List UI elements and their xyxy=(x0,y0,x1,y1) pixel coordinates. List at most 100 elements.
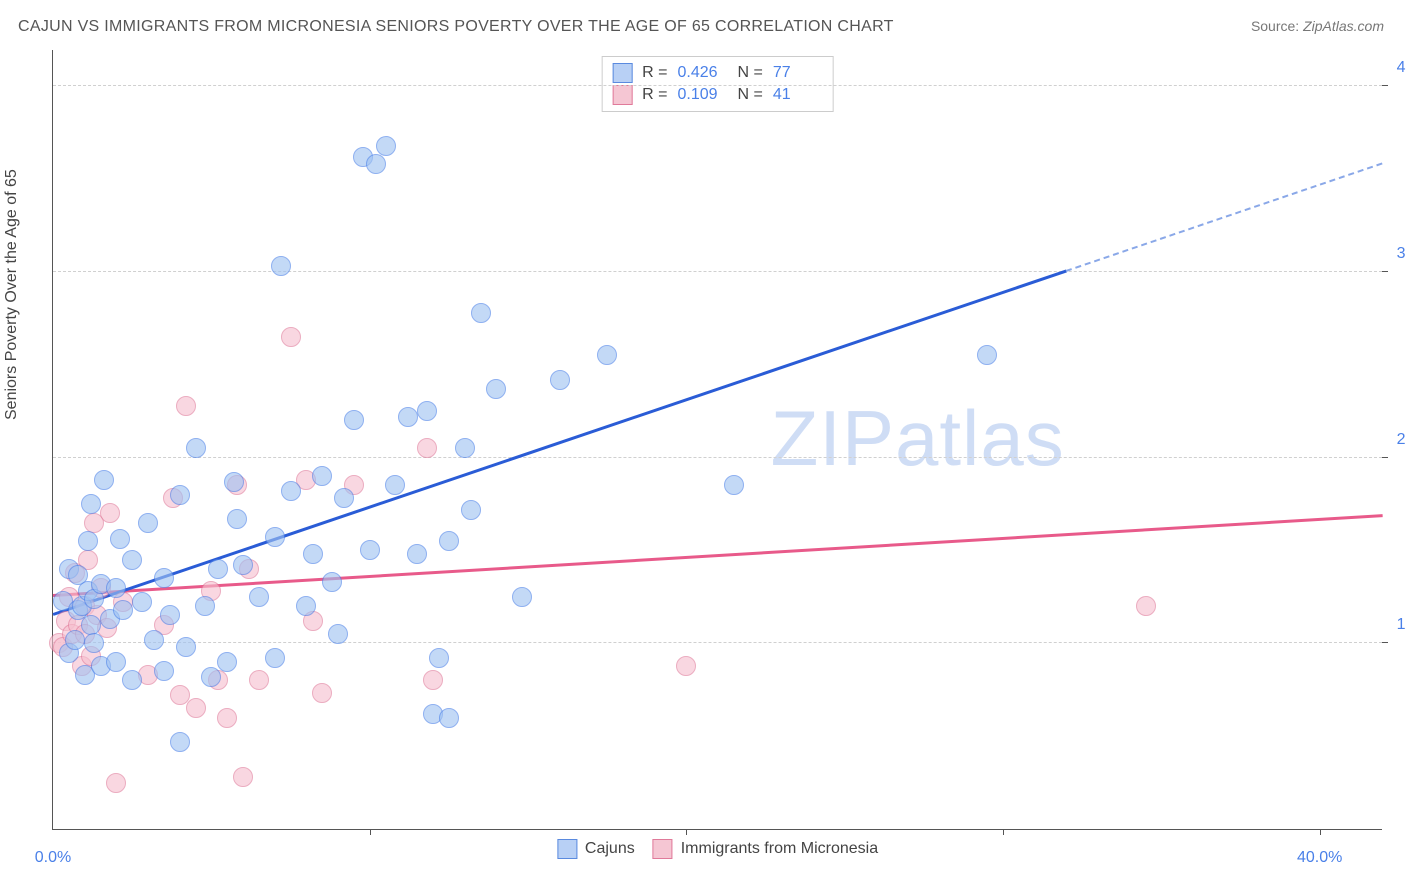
scatter-point xyxy=(265,648,285,668)
x-tick-mark xyxy=(370,829,371,835)
legend-label-pink: Immigrants from Micronesia xyxy=(681,840,878,858)
scatter-point xyxy=(65,630,85,650)
scatter-point xyxy=(271,256,291,276)
x-tick-mark xyxy=(1003,829,1004,835)
scatter-point xyxy=(154,661,174,681)
scatter-point xyxy=(170,732,190,752)
r-value-pink: 0.109 xyxy=(678,86,728,104)
watermark: ZIPatlas xyxy=(771,393,1065,484)
scatter-point xyxy=(312,466,332,486)
scatter-point xyxy=(176,396,196,416)
regression-extrapolation xyxy=(1066,162,1383,272)
scatter-point xyxy=(233,555,253,575)
scatter-point xyxy=(312,683,332,703)
legend-item-blue: Cajuns xyxy=(557,839,635,859)
scatter-point xyxy=(385,475,405,495)
scatter-point xyxy=(439,708,459,728)
y-tick-mark xyxy=(1382,642,1388,643)
scatter-point xyxy=(233,767,253,787)
scatter-point xyxy=(366,154,386,174)
gridline xyxy=(53,457,1382,458)
scatter-point xyxy=(100,503,120,523)
legend-row-blue: R = 0.426 N = 77 xyxy=(612,63,823,83)
scatter-point xyxy=(138,513,158,533)
scatter-point xyxy=(303,544,323,564)
scatter-point xyxy=(724,475,744,495)
n-label: N = xyxy=(738,86,763,104)
scatter-point xyxy=(78,531,98,551)
scatter-point xyxy=(471,303,491,323)
chart-container: CAJUN VS IMMIGRANTS FROM MICRONESIA SENI… xyxy=(0,0,1406,892)
scatter-point xyxy=(195,596,215,616)
r-label: R = xyxy=(642,86,667,104)
y-tick-label: 30.0% xyxy=(1387,245,1406,263)
scatter-point xyxy=(113,600,133,620)
gridline xyxy=(53,642,1382,643)
swatch-pink-icon xyxy=(612,85,632,105)
scatter-point xyxy=(84,633,104,653)
y-tick-mark xyxy=(1382,271,1388,272)
scatter-point xyxy=(597,345,617,365)
r-value-blue: 0.426 xyxy=(678,64,728,82)
x-tick-mark xyxy=(686,829,687,835)
source-label: Source: xyxy=(1251,18,1303,34)
scatter-point xyxy=(176,637,196,657)
scatter-point xyxy=(281,327,301,347)
scatter-point xyxy=(423,670,443,690)
regression-line xyxy=(53,515,1383,597)
scatter-point xyxy=(160,605,180,625)
scatter-point xyxy=(360,540,380,560)
y-tick-label: 10.0% xyxy=(1387,616,1406,634)
scatter-point xyxy=(249,670,269,690)
scatter-point xyxy=(407,544,427,564)
chart-title: CAJUN VS IMMIGRANTS FROM MICRONESIA SENI… xyxy=(18,18,894,36)
scatter-point xyxy=(208,559,228,579)
scatter-point xyxy=(81,615,101,635)
scatter-point xyxy=(265,527,285,547)
scatter-point xyxy=(344,410,364,430)
scatter-point xyxy=(376,136,396,156)
y-tick-label: 20.0% xyxy=(1387,431,1406,449)
scatter-point xyxy=(296,596,316,616)
gridline xyxy=(53,271,1382,272)
scatter-point xyxy=(144,630,164,650)
source-attribution: Source: ZipAtlas.com xyxy=(1251,18,1384,34)
scatter-point xyxy=(122,670,142,690)
scatter-point xyxy=(417,438,437,458)
scatter-point xyxy=(439,531,459,551)
scatter-point xyxy=(676,656,696,676)
scatter-point xyxy=(486,379,506,399)
scatter-point xyxy=(249,587,269,607)
scatter-point xyxy=(81,494,101,514)
y-axis-label: Seniors Poverty Over the Age of 65 xyxy=(3,169,21,420)
scatter-point xyxy=(461,500,481,520)
n-value-pink: 41 xyxy=(773,86,823,104)
swatch-blue-icon xyxy=(557,839,577,859)
scatter-point xyxy=(201,667,221,687)
swatch-pink-icon xyxy=(653,839,673,859)
source-value: ZipAtlas.com xyxy=(1303,18,1384,34)
scatter-point xyxy=(217,652,237,672)
scatter-point xyxy=(217,708,237,728)
gridline xyxy=(53,85,1382,86)
legend-label-blue: Cajuns xyxy=(585,840,635,858)
scatter-point xyxy=(398,407,418,427)
scatter-point xyxy=(417,401,437,421)
scatter-point xyxy=(110,529,130,549)
scatter-point xyxy=(550,370,570,390)
scatter-point xyxy=(334,488,354,508)
plot-area: ZIPatlas R = 0.426 N = 77 R = 0.109 N = … xyxy=(52,50,1382,830)
n-value-blue: 77 xyxy=(773,64,823,82)
scatter-point xyxy=(322,572,342,592)
scatter-point xyxy=(154,568,174,588)
scatter-point xyxy=(170,485,190,505)
scatter-point xyxy=(186,698,206,718)
scatter-point xyxy=(106,578,126,598)
scatter-point xyxy=(455,438,475,458)
scatter-point xyxy=(224,472,244,492)
x-tick-label: 40.0% xyxy=(1297,849,1342,867)
x-tick-mark xyxy=(1320,829,1321,835)
scatter-point xyxy=(281,481,301,501)
y-tick-label: 40.0% xyxy=(1387,59,1406,77)
swatch-blue-icon xyxy=(612,63,632,83)
